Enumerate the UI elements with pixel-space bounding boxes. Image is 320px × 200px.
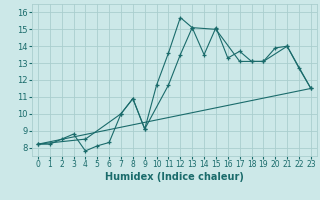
X-axis label: Humidex (Indice chaleur): Humidex (Indice chaleur) <box>105 172 244 182</box>
